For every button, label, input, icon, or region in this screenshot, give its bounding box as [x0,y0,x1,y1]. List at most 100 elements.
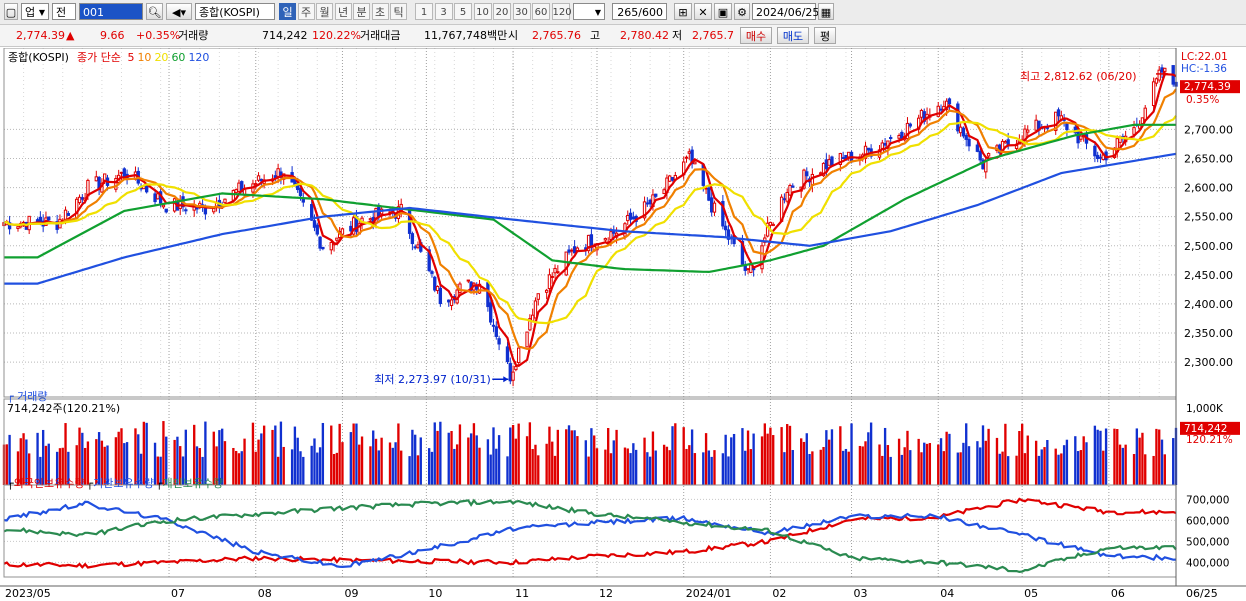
legend-ma-60: 60 [171,51,185,64]
volume-bar [120,428,123,485]
candle-body [35,219,40,222]
chart-area[interactable]: 2023/05 07 08 09 10 11 12 2024/01 02 03 04 05 06 06/2… [0,48,1246,601]
candle-body [827,159,831,166]
candle-body [153,193,157,203]
volume-bar [917,438,920,485]
volume-bar [100,440,104,485]
calendar-icon[interactable]: ▦ [818,3,834,20]
interval-tab-3[interactable]: 3 [434,3,453,20]
volume-bar [310,445,313,485]
volume-bar [595,448,599,485]
candle-body [883,143,887,146]
volume-bar [313,438,316,485]
candle-body [847,151,851,158]
tab-4[interactable]: 분 [353,3,370,20]
count-field[interactable]: 265/600 [612,3,667,20]
candle-body [368,218,373,221]
code-input[interactable]: 001 [79,3,143,20]
buy-button[interactable]: 매수 [740,27,772,44]
tab-3[interactable]: 년 [334,3,352,20]
volume-bar [64,423,67,485]
volume-bar [338,423,341,485]
legend-ma-120: 120 [188,51,209,64]
candle-body [449,299,454,306]
volume-bar [693,453,697,485]
volume-bar [553,455,557,485]
volume-bar [475,435,478,485]
interval-custom-select[interactable]: ▼ [573,3,605,20]
volume-bar [439,421,442,485]
volume-bar [276,456,280,485]
volume-bar [1124,444,1127,485]
interval-tab-10[interactable]: 10 [473,3,492,20]
volume-bar [352,423,355,485]
candle-body [1160,67,1164,73]
candle-body [254,183,258,186]
crosshair-icon[interactable]: ✕ [694,3,712,20]
holdings-legend-item: 개인보유수량 [162,477,223,490]
volume-bar [626,448,629,485]
tab-6[interactable]: 틱 [390,3,407,20]
price-tick-label: 2,450.00 [1184,269,1233,282]
tab-2[interactable]: 월 [316,3,333,20]
volume-bar [193,424,196,485]
sell-button[interactable]: 매도 [777,27,809,44]
interval-tab-1[interactable]: 1 [415,3,433,20]
volume-bar [841,450,845,485]
volume-bar [145,422,148,485]
volume-bar [374,438,378,485]
tab-0[interactable]: 일 [279,3,296,20]
volume-bar [629,453,632,485]
price-tick-label: 2,550.00 [1184,211,1233,224]
interval-tab-120[interactable]: 120 [551,3,572,20]
interval-tab-30[interactable]: 30 [512,3,531,20]
interval-tab-5[interactable]: 5 [454,3,472,20]
volume-bar [321,422,325,485]
candle-body [841,157,845,160]
interval-tab-60[interactable]: 60 [532,3,550,20]
volume-bar [869,422,873,485]
evaluate-button[interactable]: 평 [814,27,836,44]
candle-body [547,274,552,290]
volume-bar [142,421,146,485]
date-field[interactable]: 2024/06/25 [752,3,819,20]
candle-body [16,226,20,229]
volume-bar [1020,423,1024,485]
market-select[interactable]: 업 ▼ [21,3,49,20]
tab-5[interactable]: 초 [371,3,389,20]
last-price-box [1180,80,1240,94]
speaker-icon[interactable]: ◀▾ [166,3,192,20]
volume-bar [411,429,414,485]
candle-body [788,184,792,196]
window-icon[interactable]: ▢ [4,3,18,20]
volume-bar [372,430,375,485]
volume-bar [570,430,573,485]
gear-icon[interactable]: ⚙ [734,3,750,20]
volume-bar [380,437,383,485]
candle-body [427,249,431,272]
candle-body [435,286,440,292]
volume-bar [492,427,495,485]
volume-bar [453,448,456,485]
candle-body [687,151,691,154]
volume-bar [925,443,929,485]
volume-bar [682,427,685,485]
candle-body [944,100,949,111]
volume-bar [1057,454,1060,485]
interval-tab-20[interactable]: 20 [493,3,511,20]
period-select[interactable]: 전▼ [52,3,76,34]
candle-body [237,182,241,192]
search-icon[interactable]: 🔍︎ [146,3,163,20]
candle-body [312,220,317,228]
tab-1[interactable]: 주 [297,3,315,20]
volume-bar [455,444,459,485]
settings-grid-icon[interactable]: ⊞ [674,3,692,20]
volume-bar [335,452,339,485]
holdings-legend-item: 기관보유수량 [93,477,154,490]
volume-bar [1054,448,1057,485]
x-tick-label: 05 [1024,587,1038,600]
candle-body [645,202,650,205]
save-icon[interactable]: ▣ [714,3,732,20]
volume-bar [293,426,297,485]
